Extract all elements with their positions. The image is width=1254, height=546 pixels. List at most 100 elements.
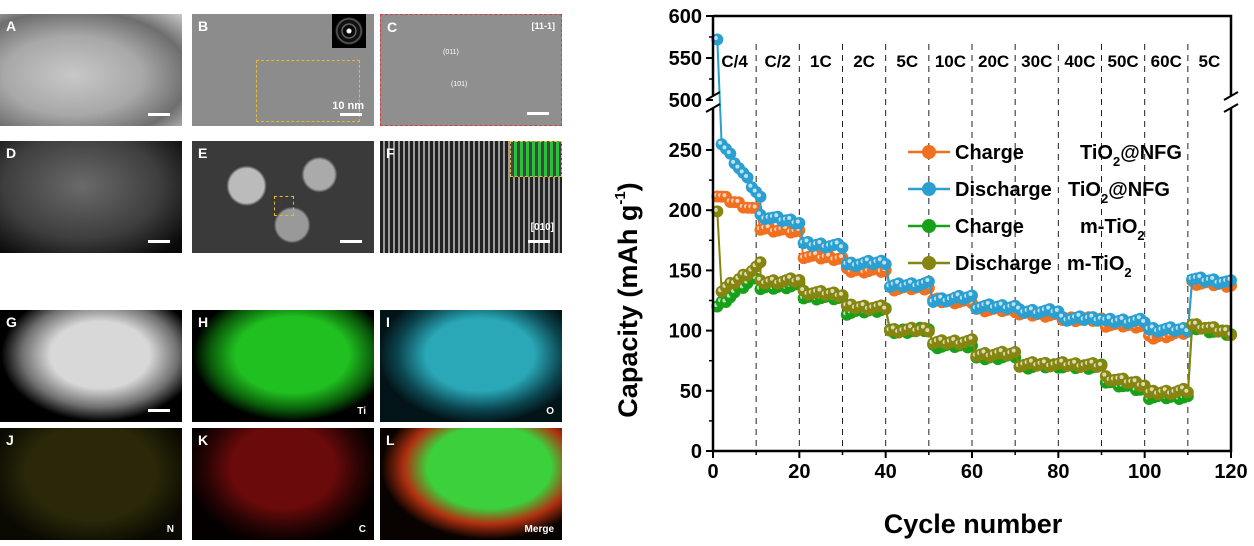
data-point-highlight	[1149, 387, 1154, 392]
data-point-highlight	[925, 277, 930, 282]
panel-k: K C	[192, 428, 374, 540]
panel-h: H Ti	[192, 310, 374, 422]
y-tick-label: 600	[669, 6, 702, 28]
x-tick-label: 40	[875, 461, 897, 483]
data-point-highlight	[787, 274, 792, 279]
legend-label: Discharge	[955, 253, 1052, 275]
legend-material: m-TiO2	[1067, 253, 1132, 280]
panel-label: H	[198, 314, 209, 330]
data-point-highlight	[713, 36, 718, 41]
data-point-highlight	[1076, 312, 1081, 317]
data-point-highlight	[1059, 313, 1064, 318]
data-point-highlight	[756, 258, 761, 263]
zoom-box	[256, 60, 360, 122]
data-point-highlight	[1210, 323, 1215, 328]
panel-label: G	[6, 314, 17, 330]
data-point-highlight	[1184, 328, 1189, 333]
data-point-highlight	[804, 238, 809, 243]
data-point	[724, 147, 737, 160]
data-point-highlight	[1089, 359, 1094, 364]
data-point-highlight	[1223, 327, 1228, 332]
data-point-highlight	[722, 145, 727, 150]
legend: Charge TiO2@NFG Discharge TiO2@NFG Charge m-T…	[908, 142, 1182, 280]
data-point-highlight	[1132, 378, 1137, 383]
element-label: N	[166, 524, 174, 535]
x-tick-label: 60	[961, 461, 983, 483]
panel-d: D	[0, 141, 182, 253]
data-point-highlight	[998, 301, 1003, 306]
panel-label: C	[387, 19, 398, 35]
panel-e: E	[192, 141, 374, 253]
data-point-highlight	[830, 289, 835, 294]
data-point	[879, 258, 892, 271]
scale-bar-label: 10 nm	[332, 100, 364, 112]
data-point-highlight	[1106, 315, 1111, 320]
data-point-highlight	[756, 211, 761, 216]
axis-break-mark	[705, 103, 721, 113]
rate-label: 5C	[896, 52, 918, 71]
legend-material: m-TiO2	[1080, 216, 1145, 243]
atomic-inset	[510, 141, 562, 177]
element-label: C	[358, 524, 366, 535]
y-tick-label: 0	[691, 441, 702, 463]
x-tick-label: 0	[707, 461, 718, 483]
y-tick-label: 150	[669, 260, 702, 282]
axis-break-mark	[1223, 91, 1239, 101]
panel-label: J	[6, 432, 14, 448]
y-tick-label: 200	[669, 200, 702, 222]
data-point-highlight	[726, 150, 731, 155]
data-point-highlight	[1028, 358, 1033, 363]
panel-label: E	[198, 145, 208, 161]
data-point-highlight	[1180, 324, 1185, 329]
data-point	[922, 275, 935, 288]
legend-label: Discharge	[955, 179, 1052, 201]
series-layer	[711, 33, 1237, 405]
data-point-highlight	[713, 207, 718, 212]
x-tick-label: 80	[1047, 461, 1069, 483]
x-axis-label: Cycle number	[884, 509, 1063, 539]
data-point	[793, 216, 806, 229]
data-point	[1009, 346, 1022, 359]
data-point-highlight	[882, 260, 887, 265]
data-point-highlight	[925, 328, 930, 333]
panel-f: F [010]	[380, 141, 562, 253]
data-point-highlight	[839, 254, 843, 259]
data-point-highlight	[1098, 362, 1102, 367]
panel-a: A	[0, 14, 182, 126]
rate-capability-chart: C/4 C/2 1C 2C 5C 10C 20C 30C 40C 50C 60C 5C 0 20 40 60…	[612, 6, 1248, 539]
rate-label: 30C	[1021, 52, 1052, 71]
data-point-highlight	[1059, 358, 1064, 363]
data-point-highlight	[774, 213, 779, 218]
data-point	[836, 241, 849, 254]
data-point-highlight	[1141, 382, 1146, 387]
data-point-highlight	[908, 279, 913, 284]
data-point-highlight	[1011, 302, 1016, 307]
data-point-highlight	[968, 291, 973, 296]
rate-label: 10C	[935, 52, 966, 71]
data-point-highlight	[1041, 359, 1046, 364]
legend-label: Charge	[955, 216, 1024, 238]
rate-label: 40C	[1064, 52, 1095, 71]
x-tick-label: 20	[788, 461, 810, 483]
rate-label: 60C	[1151, 52, 1182, 71]
scale-bar	[148, 409, 170, 412]
data-point-highlight	[795, 219, 800, 224]
data-point	[793, 274, 806, 287]
data-point-highlight	[1184, 388, 1189, 393]
data-point	[1181, 386, 1194, 399]
panel-label: L	[386, 432, 395, 448]
data-point-highlight	[968, 335, 973, 340]
rate-label: 1C	[810, 52, 832, 71]
data-point	[922, 325, 935, 338]
data-point-highlight	[1192, 320, 1197, 325]
y-tick-label: 250	[669, 140, 702, 162]
legend-entry: Charge TiO2@NFG	[908, 142, 1182, 169]
data-point-highlight	[890, 325, 895, 330]
rate-label: 20C	[978, 52, 1009, 71]
data-point-highlight	[985, 300, 990, 305]
data-point-highlight	[860, 302, 865, 307]
legend-marker	[922, 256, 936, 270]
data-point-highlight	[951, 337, 956, 342]
panel-i: I O	[380, 310, 562, 422]
y-tick-label: 500	[669, 90, 702, 112]
